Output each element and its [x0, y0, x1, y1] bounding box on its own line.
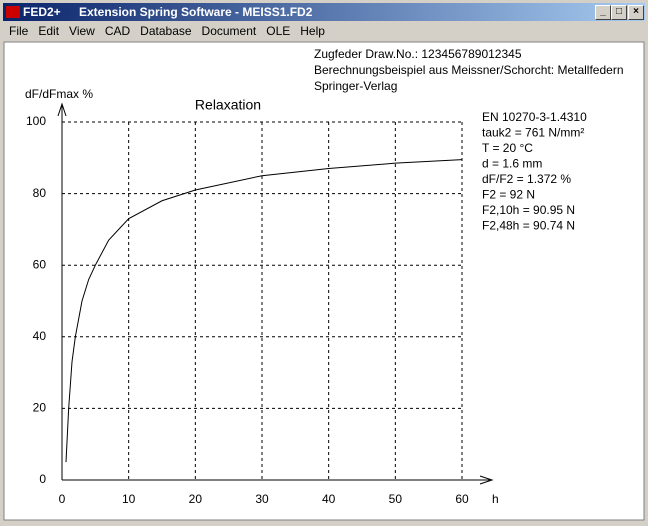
menu-item[interactable]: Help	[300, 24, 325, 38]
app-icon	[6, 6, 20, 18]
title-bar: FED2+ Extension Spring Software - MEISS1.…	[3, 3, 645, 21]
info-line: F2,48h = 90.74 N	[482, 219, 575, 233]
data-line	[65, 159, 463, 463]
menu-bar: File Edit View CAD Database Document OLE Help	[3, 22, 329, 40]
x-tick-label: 20	[189, 492, 203, 506]
menu-item[interactable]: Edit	[38, 24, 60, 38]
menu-item[interactable]: View	[69, 24, 95, 38]
y-tick-label: 40	[33, 329, 47, 343]
y-tick-label: 80	[33, 186, 47, 200]
info-line: dF/F2 = 1.372 %	[482, 172, 571, 186]
x-axis-label: h	[492, 492, 499, 506]
info-line: tauk2 = 761 N/mm²	[482, 126, 584, 140]
x-tick-label: 10	[122, 492, 136, 506]
y-tick-label: 60	[33, 257, 47, 271]
menu-item[interactable]: CAD	[104, 24, 131, 38]
header-line: Zugfeder Draw.No.: 123456789012345	[314, 47, 522, 61]
y-arrow	[57, 102, 67, 117]
header-line: Berechnungsbeispiel aus Meissner/Schorch…	[314, 63, 624, 77]
y-tick-label: 20	[33, 401, 47, 415]
minimize-button[interactable]: _	[595, 5, 611, 20]
maximize-button[interactable]: □	[611, 5, 627, 20]
info-line: T = 20 °C	[482, 141, 533, 155]
app-name: FED2+	[23, 5, 61, 19]
menu-item[interactable]: Database	[140, 24, 192, 38]
x-tick-label: 60	[455, 492, 469, 506]
x-tick-label: 40	[322, 492, 336, 506]
menu-item[interactable]: OLE	[266, 24, 291, 38]
y-tick-label: 100	[26, 114, 46, 128]
x-tick-label: 50	[389, 492, 403, 506]
menu-item[interactable]: File	[9, 24, 29, 38]
x-tick-label: 30	[255, 492, 269, 506]
menu-item[interactable]: Document	[201, 24, 257, 38]
window-title: Extension Spring Software - MEISS1.FD2	[79, 5, 313, 19]
y-axis-label: dF/dFmax %	[25, 87, 93, 101]
header-line: Springer-Verlag	[314, 79, 397, 93]
info-line: F2,10h = 90.95 N	[482, 203, 575, 217]
info-line: F2 = 92 N	[482, 188, 535, 202]
chart-title: Relaxation	[195, 97, 261, 113]
y-tick-label: 0	[39, 472, 46, 486]
x-tick-label: 0	[59, 492, 66, 506]
close-button[interactable]: ×	[628, 5, 644, 20]
x-arrow	[479, 475, 494, 485]
info-line: EN 10270-3-1.4310	[482, 110, 587, 124]
info-line: d = 1.6 mm	[482, 157, 542, 171]
